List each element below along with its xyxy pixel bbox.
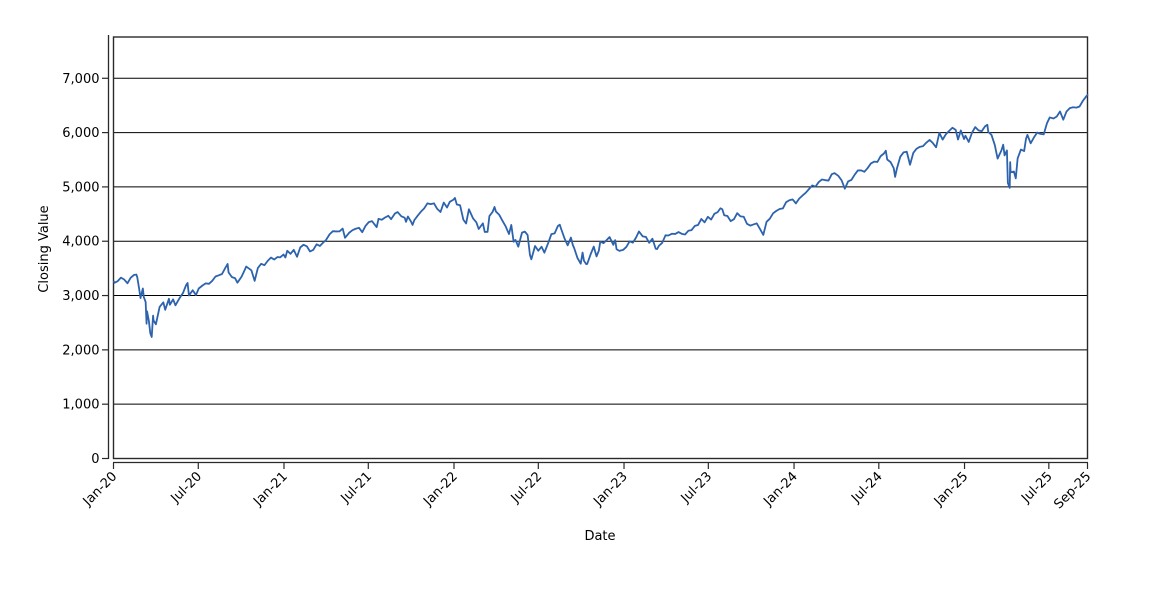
y-tick-label-4,000: 4,000 bbox=[62, 235, 99, 250]
y-tick-label-5,000: 5,000 bbox=[62, 180, 99, 195]
x-axis-title: Date bbox=[584, 529, 615, 544]
x-tick-label-Jan-25: Jan-25 bbox=[931, 469, 972, 510]
y-tick-label-7,000: 7,000 bbox=[62, 72, 99, 87]
gridlines bbox=[113, 77, 1088, 405]
axes bbox=[102, 35, 1089, 469]
x-tick-label-Jan-21: Jan-21 bbox=[250, 469, 291, 510]
x-tick-label-Jul-22: Jul-22 bbox=[508, 469, 545, 506]
y-tick-label-3,000: 3,000 bbox=[62, 289, 99, 304]
x-tick-label-Jul-21: Jul-21 bbox=[338, 469, 375, 506]
y-tick-label-0: 0 bbox=[91, 452, 99, 467]
x-tick-label-Jan-20: Jan-20 bbox=[80, 469, 121, 510]
closing-value-line bbox=[113, 94, 1089, 338]
x-tick-label-Jul-24: Jul-24 bbox=[848, 469, 885, 506]
x-tick-label-Jan-24: Jan-24 bbox=[760, 469, 801, 510]
x-tick-label-Jul-20: Jul-20 bbox=[168, 469, 205, 506]
tick-labels: 0 1,000 2,000 3,000 4,000 5,000 6,000 7,000 Jan-… bbox=[62, 72, 1094, 512]
y-axis-title: Closing Value bbox=[37, 205, 52, 292]
x-tick-label-Jan-23: Jan-23 bbox=[590, 469, 631, 510]
y-tick-label-2,000: 2,000 bbox=[62, 343, 99, 358]
y-tick-label-1,000: 1,000 bbox=[62, 398, 99, 413]
x-tick-label-Jul-25: Jul-25 bbox=[1018, 469, 1055, 506]
x-tick-label-Jan-22: Jan-22 bbox=[420, 469, 461, 510]
plot-frame bbox=[112, 36, 1089, 460]
data-series bbox=[113, 94, 1089, 338]
x-tick-label-Jul-23: Jul-23 bbox=[678, 469, 715, 506]
x-tick-label-Sep-25: Sep-25 bbox=[1051, 469, 1094, 512]
y-tick-label-6,000: 6,000 bbox=[62, 126, 99, 141]
